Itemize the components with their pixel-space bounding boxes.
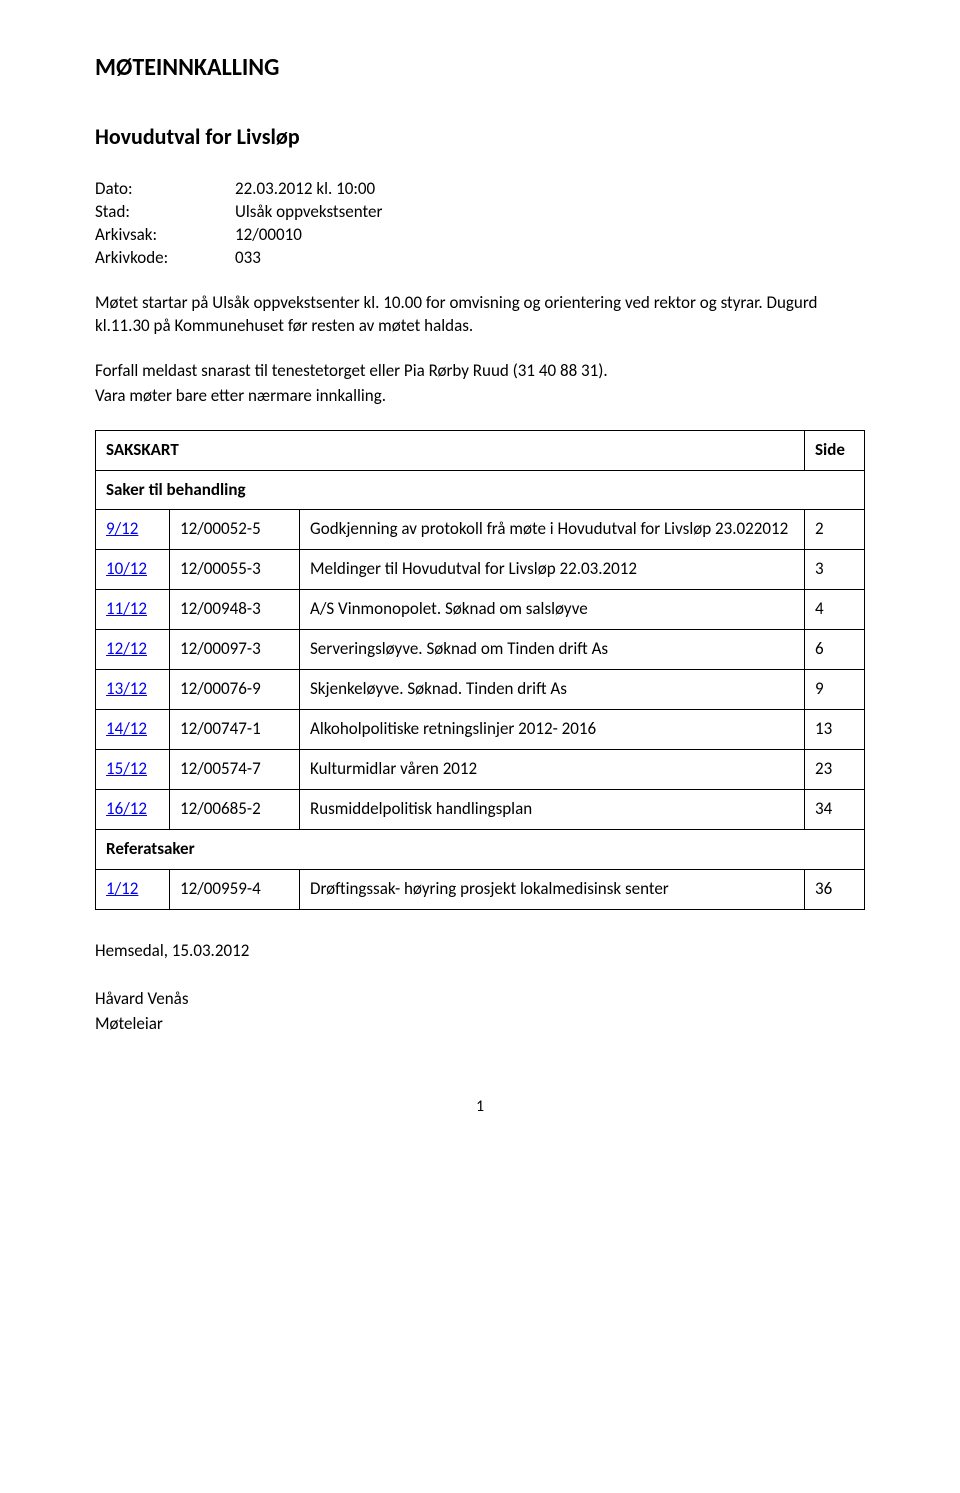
row-reference: 12/00685-2 xyxy=(170,790,300,830)
row-page: 3 xyxy=(805,550,865,590)
intro-block-2: Forfall meldast snarast til tenestetorge… xyxy=(95,360,865,408)
signoff-block: Hemsedal, 15.03.2012 Håvard Venås Møtele… xyxy=(95,940,865,1036)
table-header-row: SAKSKART Side xyxy=(96,430,865,470)
row-page: 6 xyxy=(805,630,865,670)
row-reference: 12/00948-3 xyxy=(170,590,300,630)
intro-line-2: Forfall meldast snarast til tenestetorge… xyxy=(95,360,865,383)
section-header-row-1: Saker til behandling xyxy=(96,470,865,510)
sakskart-header: SAKSKART xyxy=(96,430,805,470)
meta-row-dato: Dato: 22.03.2012 kl. 10:00 xyxy=(95,178,865,201)
meta-value-arkivsak: 12/00010 xyxy=(235,224,302,247)
side-header: Side xyxy=(805,430,865,470)
meta-value-stad: Ulsåk oppvekstsenter xyxy=(235,201,382,224)
row-reference: 12/00747-1 xyxy=(170,710,300,750)
row-reference: 12/00959-4 xyxy=(170,869,300,909)
meta-row-arkivkode: Arkivkode: 033 xyxy=(95,247,865,270)
row-description: Drøftingssak- høyring prosjekt lokalmedi… xyxy=(300,869,805,909)
document-title: MØTEINNKALLING xyxy=(95,52,865,84)
section-header-referatsaker: Referatsaker xyxy=(96,829,865,869)
signoff-role: Møteleiar xyxy=(95,1013,865,1036)
row-page: 13 xyxy=(805,710,865,750)
row-description: Serveringsløyve. Søknad om Tinden drift … xyxy=(300,630,805,670)
row-description: Meldinger til Hovudutval for Livsløp 22.… xyxy=(300,550,805,590)
row-id-link[interactable]: 10/12 xyxy=(96,550,170,590)
row-id-link[interactable]: 1/12 xyxy=(96,869,170,909)
row-id-link[interactable]: 16/12 xyxy=(96,790,170,830)
row-page: 4 xyxy=(805,590,865,630)
row-description: Alkoholpolitiske retningslinjer 2012- 20… xyxy=(300,710,805,750)
row-page: 23 xyxy=(805,750,865,790)
table-row: 13/1212/00076-9Skjenkeløyve. Søknad. Tin… xyxy=(96,670,865,710)
meta-label-arkivkode: Arkivkode: xyxy=(95,247,235,270)
section-header-row-2: Referatsaker xyxy=(96,829,865,869)
row-reference: 12/00574-7 xyxy=(170,750,300,790)
row-reference: 12/00055-3 xyxy=(170,550,300,590)
page-number: 1 xyxy=(95,1096,865,1118)
table-row: 14/1212/00747-1Alkoholpolitiske retnings… xyxy=(96,710,865,750)
meta-label-dato: Dato: xyxy=(95,178,235,201)
row-reference: 12/00052-5 xyxy=(170,510,300,550)
row-description: Kulturmidlar våren 2012 xyxy=(300,750,805,790)
intro-line-3: Vara møter bare etter nærmare innkalling… xyxy=(95,385,865,408)
table-row: 1/1212/00959-4Drøftingssak- høyring pros… xyxy=(96,869,865,909)
row-description: Skjenkeløyve. Søknad. Tinden drift As xyxy=(300,670,805,710)
meta-value-dato: 22.03.2012 kl. 10:00 xyxy=(235,178,375,201)
table-row: 12/1212/00097-3Serveringsløyve. Søknad o… xyxy=(96,630,865,670)
row-reference: 12/00076-9 xyxy=(170,670,300,710)
row-reference: 12/00097-3 xyxy=(170,630,300,670)
document-subtitle: Hovudutval for Livsløp xyxy=(95,122,865,152)
table-row: 15/1212/00574-7Kulturmidlar våren 201223 xyxy=(96,750,865,790)
table-row: 9/1212/00052-5Godkjenning av protokoll f… xyxy=(96,510,865,550)
row-id-link[interactable]: 13/12 xyxy=(96,670,170,710)
section-header-behandling: Saker til behandling xyxy=(96,470,865,510)
signoff-name: Håvard Venås xyxy=(95,988,865,1011)
row-id-link[interactable]: 9/12 xyxy=(96,510,170,550)
meta-value-arkivkode: 033 xyxy=(235,247,261,270)
signoff-place-date: Hemsedal, 15.03.2012 xyxy=(95,940,865,963)
meta-row-stad: Stad: Ulsåk oppvekstsenter xyxy=(95,201,865,224)
table-row: 11/1212/00948-3A/S Vinmonopolet. Søknad … xyxy=(96,590,865,630)
row-description: Rusmiddelpolitisk handlingsplan xyxy=(300,790,805,830)
meta-label-stad: Stad: xyxy=(95,201,235,224)
meta-label-arkivsak: Arkivsak: xyxy=(95,224,235,247)
table-row: 16/1212/00685-2Rusmiddelpolitisk handlin… xyxy=(96,790,865,830)
table-row: 10/1212/00055-3Meldinger til Hovudutval … xyxy=(96,550,865,590)
row-id-link[interactable]: 15/12 xyxy=(96,750,170,790)
row-page: 9 xyxy=(805,670,865,710)
sakskart-table: SAKSKART Side Saker til behandling 9/121… xyxy=(95,430,865,910)
row-page: 34 xyxy=(805,790,865,830)
row-page: 36 xyxy=(805,869,865,909)
row-page: 2 xyxy=(805,510,865,550)
intro-line-1: Møtet startar på Ulsåk oppvekstsenter kl… xyxy=(95,292,865,338)
row-id-link[interactable]: 12/12 xyxy=(96,630,170,670)
row-id-link[interactable]: 14/12 xyxy=(96,710,170,750)
meta-row-arkivsak: Arkivsak: 12/00010 xyxy=(95,224,865,247)
intro-block: Møtet startar på Ulsåk oppvekstsenter kl… xyxy=(95,292,865,338)
row-description: A/S Vinmonopolet. Søknad om salsløyve xyxy=(300,590,805,630)
row-id-link[interactable]: 11/12 xyxy=(96,590,170,630)
meta-block: Dato: 22.03.2012 kl. 10:00 Stad: Ulsåk o… xyxy=(95,178,865,270)
row-description: Godkjenning av protokoll frå møte i Hovu… xyxy=(300,510,805,550)
